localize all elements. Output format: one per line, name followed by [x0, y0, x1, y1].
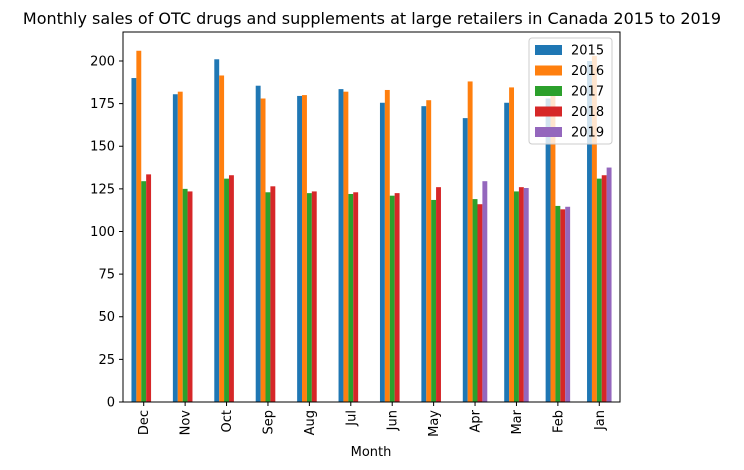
x-tick-label: Oct — [220, 410, 235, 432]
bar-2016-Nov — [177, 91, 183, 403]
y-tick-label: 100 — [90, 225, 115, 240]
legend-box — [528, 37, 613, 145]
bar-2018-Nov — [187, 191, 193, 402]
bar-2015-Feb — [545, 98, 551, 402]
bar-2016-Apr — [467, 81, 473, 402]
x-tick-label: Nov — [179, 410, 194, 436]
bar-2018-Jul — [353, 192, 359, 402]
bar-2018-Jun — [394, 193, 400, 402]
bar-2016-Jun — [384, 89, 390, 402]
bar-2015-May — [421, 106, 427, 403]
legend: 2015 2016 2017 2018 2019 — [528, 37, 613, 145]
legend-label-2016: 2016 — [571, 64, 604, 79]
bar-2017-Oct — [224, 178, 229, 402]
bar-2016-Sep — [260, 98, 266, 402]
bar-2017-Jul — [348, 193, 354, 402]
bar-2019-Feb — [565, 206, 571, 402]
bars-group — [131, 50, 612, 403]
x-tick-label: Apr — [469, 409, 484, 432]
bar-2017-Mar — [514, 191, 519, 402]
x-tick-label: Dec — [137, 410, 152, 435]
y-tick-label: 175 — [90, 97, 115, 112]
bar-2019-Apr — [482, 181, 488, 402]
bar-2015-Jul — [338, 89, 344, 403]
x-tick-label: Jun — [386, 410, 401, 431]
bar-2018-Jan — [601, 175, 607, 402]
legend-swatch-2018 — [535, 106, 562, 117]
y-tick-label: 125 — [90, 182, 115, 197]
legend-label-2017: 2017 — [571, 85, 604, 100]
bar-2015-Jan — [587, 60, 592, 403]
bar-2017-Sep — [265, 192, 271, 402]
y-tick-label: 25 — [98, 353, 115, 368]
bar-2016-Aug — [302, 95, 307, 402]
bar-2017-Jan — [596, 178, 602, 402]
x-tick-label: Aug — [303, 410, 318, 435]
legend-swatch-2016 — [535, 65, 562, 76]
bar-2015-Jun — [379, 102, 385, 402]
bar-2015-Mar — [504, 102, 510, 402]
bar-2016-Oct — [219, 75, 225, 402]
legend-label-2015: 2015 — [571, 44, 604, 59]
bar-2015-Dec — [131, 78, 137, 402]
x-axis-label: Month — [351, 445, 392, 460]
bar-2016-Feb — [550, 90, 556, 402]
chart-title: Monthly sales of OTC drugs and supplemen… — [23, 9, 721, 28]
bar-2016-Mar — [509, 87, 515, 402]
bar-2019-Jan — [606, 167, 612, 402]
bar-2017-Jun — [389, 195, 395, 402]
bar-2018-May — [436, 187, 441, 402]
plot-frame — [122, 31, 621, 403]
bar-2017-Nov — [182, 188, 188, 402]
y-tick-label: 50 — [98, 310, 115, 325]
x-tick-label: Jul — [344, 410, 359, 427]
bar-2016-Jan — [591, 55, 597, 403]
y-tick-label: 75 — [98, 268, 115, 283]
y-axis: 0 25 50 75 100 125 150 175 200 — [90, 54, 123, 411]
y-tick-label: 150 — [90, 140, 115, 155]
bar-2015-Nov — [172, 94, 178, 403]
x-tick-label: Jan — [593, 410, 608, 431]
bar-2015-Sep — [255, 85, 261, 403]
legend-swatch-2017 — [535, 86, 562, 96]
bar-2018-Dec — [146, 174, 152, 402]
x-tick-label: Sep — [261, 410, 276, 435]
y-tick-label: 0 — [107, 396, 115, 411]
bar-2016-Dec — [136, 50, 142, 402]
bar-2015-Oct — [214, 59, 220, 402]
bar-2018-Aug — [311, 191, 317, 402]
legend-swatch-2019 — [535, 127, 562, 137]
bar-2018-Mar — [518, 187, 524, 402]
legend-label-2019: 2019 — [571, 126, 604, 141]
bar-2016-Jul — [343, 91, 349, 403]
x-axis: Dec Nov Oct Sep Aug Jul Jun May Apr Mar Feb Jan — [137, 402, 608, 437]
x-tick-label: Feb — [551, 410, 566, 433]
bar-2017-Aug — [306, 193, 312, 402]
bar-2018-Apr — [477, 204, 483, 402]
x-tick-label: May — [427, 410, 442, 437]
bar-2015-Aug — [297, 95, 303, 402]
x-tick-label: Mar — [510, 409, 525, 434]
y-tick-label: 200 — [90, 54, 115, 69]
legend-swatch-2015 — [535, 45, 562, 55]
bar-2018-Oct — [228, 175, 234, 402]
bar-2019-Mar — [523, 188, 529, 402]
bar-2017-Dec — [141, 181, 147, 402]
bar-2018-Feb — [560, 209, 566, 402]
bar-2015-Apr — [462, 118, 468, 403]
bar-2017-Feb — [555, 205, 561, 402]
legend-label-2018: 2018 — [571, 105, 604, 120]
bar-2017-May — [431, 199, 437, 402]
bar-2017-Apr — [472, 199, 478, 402]
bar-2016-May — [426, 100, 432, 402]
bar-2018-Sep — [270, 186, 276, 402]
